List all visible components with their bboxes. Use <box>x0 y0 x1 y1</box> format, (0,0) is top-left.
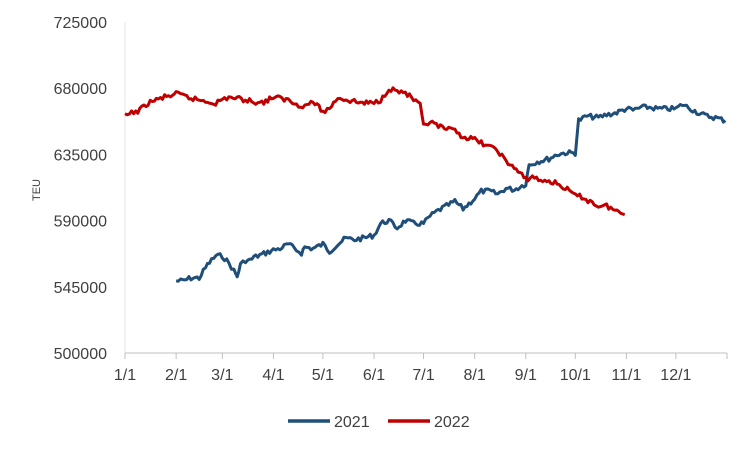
x-tick-label: 6/1 <box>363 367 385 384</box>
x-tick-label: 3/1 <box>211 367 233 384</box>
series-line-2021 <box>175 103 727 283</box>
x-tick-label: 7/1 <box>412 367 434 384</box>
x-tick-label: 1/1 <box>114 367 136 384</box>
y-tick-label: 500000 <box>54 346 107 363</box>
series-layer <box>124 86 727 283</box>
x-tick-label: 8/1 <box>464 367 486 384</box>
x-axis: 1/1 2/1 3/1 4/1 5/1 6/1 7/1 8/1 9/1 10/1 11/1 12/1 <box>114 352 728 384</box>
y-tick-label: 545000 <box>54 280 107 297</box>
legend: 2021 2022 <box>288 414 470 431</box>
legend-label-2022: 2022 <box>434 414 470 431</box>
x-tick-label: 2/1 <box>165 367 187 384</box>
x-tick-label: 5/1 <box>312 367 334 384</box>
y-axis-title: TEU <box>31 179 43 201</box>
y-tick-label: 590000 <box>54 214 107 231</box>
x-tick-label: 9/1 <box>515 367 537 384</box>
x-tick-label: 4/1 <box>262 367 284 384</box>
y-axis: 500000 545000 590000 635000 680000 725000 <box>54 15 126 363</box>
y-tick-label: 635000 <box>54 147 107 164</box>
series-line-2022 <box>124 86 626 217</box>
x-tick-label: 12/1 <box>660 367 691 384</box>
legend-label-2021: 2021 <box>334 414 370 431</box>
y-tick-label: 680000 <box>54 81 107 98</box>
y-tick-label: 725000 <box>54 15 107 32</box>
x-tick-label: 11/1 <box>611 367 641 384</box>
x-tick-label: 10/1 <box>560 367 591 384</box>
